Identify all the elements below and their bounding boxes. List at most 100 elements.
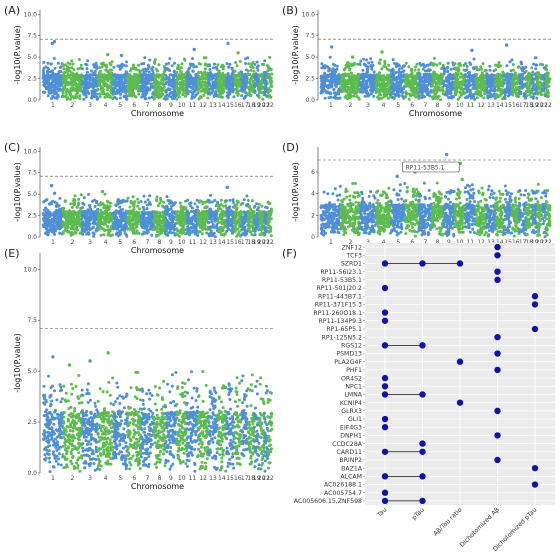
snp-point [332, 96, 336, 100]
snp-point [147, 70, 151, 74]
snp-point [397, 94, 401, 98]
snp-point [142, 95, 146, 99]
snp-point [211, 89, 215, 93]
snp-point [244, 62, 248, 65]
snp-point [141, 79, 145, 83]
snp-point [407, 65, 411, 69]
snp-point [503, 93, 507, 97]
snp-point [453, 82, 457, 86]
snp-point [81, 232, 85, 236]
snp-point [49, 70, 53, 74]
snp-point [221, 67, 225, 71]
snp-point [387, 78, 391, 82]
snp-point [87, 76, 90, 80]
snp-point [236, 90, 239, 94]
snp-point [439, 98, 442, 102]
snp-point [70, 205, 74, 209]
snp-point [384, 94, 388, 98]
snp-point [466, 87, 470, 91]
snp-point [391, 58, 395, 62]
snp-point [332, 62, 335, 66]
top-snp-point [505, 43, 509, 47]
snp-point [104, 219, 107, 223]
snp-point [371, 87, 375, 91]
snp-point [176, 78, 180, 82]
snp-point [512, 77, 516, 81]
snp-point [153, 93, 157, 97]
snp-point [534, 67, 538, 71]
snp-point [340, 79, 343, 83]
snp-point [496, 83, 500, 87]
x-tick-label: 12 [199, 102, 207, 109]
y-axis-title: -log10(P.value) [291, 25, 300, 84]
snp-point [194, 93, 198, 97]
snp-point [346, 78, 350, 82]
snp-point [210, 85, 214, 89]
snp-point [352, 76, 356, 80]
snp-point [269, 83, 273, 87]
snp-point [481, 62, 485, 66]
panel-label: (B) [282, 4, 298, 17]
snp-point [204, 89, 208, 93]
y-tick-label: 0.0 [27, 234, 37, 241]
snp-point [472, 80, 475, 84]
snp-point [247, 62, 251, 66]
snp-point [107, 215, 111, 218]
snp-point [546, 74, 550, 78]
snp-point [208, 68, 212, 71]
snp-point [324, 90, 328, 94]
snp-point [433, 56, 436, 60]
snp-point [118, 92, 122, 96]
snp-point [89, 213, 93, 217]
snp-point [536, 71, 540, 74]
snp-point [168, 57, 172, 61]
snp-point [134, 73, 138, 77]
snp-point [434, 73, 438, 77]
top-snp-point [192, 47, 196, 52]
snp-point [186, 92, 190, 96]
snp-point [377, 77, 381, 81]
snp-point [435, 63, 439, 67]
snp-point [395, 81, 399, 85]
snp-point [270, 72, 274, 76]
snp-point [104, 76, 108, 80]
snp-point [505, 89, 509, 93]
snp-point [228, 75, 232, 79]
snp-point [47, 67, 51, 71]
snp-point [382, 74, 385, 78]
snp-point [266, 91, 270, 95]
x-tick-label: 3 [366, 102, 370, 109]
snp-point [42, 90, 46, 94]
snp-point [213, 62, 216, 66]
snp-point [86, 82, 90, 86]
snp-point [97, 78, 101, 82]
snp-point [61, 94, 65, 98]
snp-point [85, 224, 89, 228]
snp-point [379, 82, 383, 86]
snp-point [471, 75, 475, 79]
y-tick-label: 5.0 [27, 54, 37, 61]
snp-point [431, 62, 435, 66]
snp-point [118, 87, 122, 90]
snp-point [98, 219, 102, 222]
snp-point [365, 58, 369, 62]
snp-point [472, 84, 476, 87]
snp-point [262, 63, 266, 66]
snp-point [98, 71, 102, 75]
manhattan-panel-a: (A)0.02.55.07.510.0-log10(P.value)1 2 3 4 5 6… [4, 4, 275, 118]
snp-point [97, 227, 101, 231]
snp-point [115, 210, 119, 214]
snp-point [423, 95, 426, 99]
snp-point [132, 91, 136, 95]
snp-point [56, 204, 60, 208]
snp-point [457, 62, 461, 66]
snp-point [147, 65, 151, 69]
snp-point [419, 87, 423, 90]
snp-point [91, 79, 95, 83]
snp-point [209, 77, 213, 81]
snp-point [42, 71, 46, 75]
snp-point [537, 87, 541, 91]
snp-point [249, 68, 253, 72]
snp-point [78, 88, 82, 92]
snp-point [190, 96, 194, 100]
